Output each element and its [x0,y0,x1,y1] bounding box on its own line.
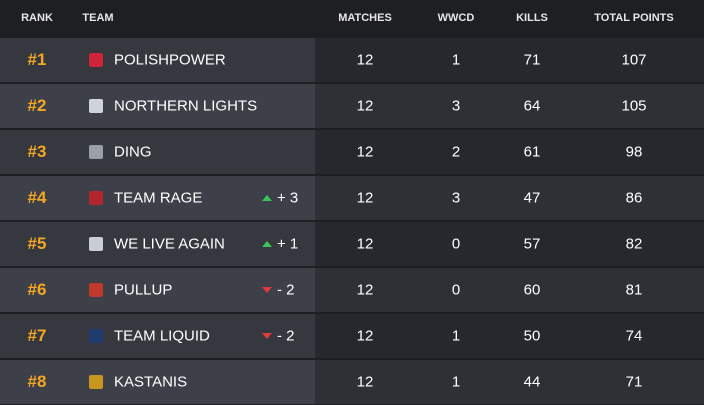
team-logo [89,237,103,251]
wwcd: 0 [451,281,461,299]
wwcd: 3 [451,189,461,207]
team-name: KASTANIS [114,373,188,391]
table-row: #5 WE LIVE AGAIN + 1 12 0 57 82 [0,222,704,266]
rank: #8 [27,372,47,391]
header-rank: RANK [21,12,53,24]
team-name: POLISHPOWER [114,51,226,69]
row-team-area [0,84,315,128]
rank: #4 [27,188,47,207]
matches: 12 [356,235,374,253]
row-stats-area [315,176,704,220]
row-stats-area [315,268,704,312]
rank: #1 [27,50,47,69]
total-points: 98 [625,143,643,161]
row-team-area [0,360,315,404]
kills: 44 [523,373,541,391]
rank: #6 [27,280,47,299]
kills: 61 [523,143,541,161]
table-row: #1 POLISHPOWER 12 1 71 107 [0,38,704,82]
total-points: 107 [621,51,647,69]
team-name: DING [114,143,152,161]
row-stats-area [315,314,704,358]
row-stats-area [315,84,704,128]
rank-change: + 1 [277,235,299,253]
header-kills: KILLS [516,12,548,24]
table-row: #8 KASTANIS 12 1 44 71 [0,360,704,404]
team-name: TEAM RAGE [114,189,203,207]
table-row: #4 TEAM RAGE + 3 12 3 47 86 [0,176,704,220]
row-team-area [0,38,315,82]
table-row: #2 NORTHERN LIGHTS 12 3 64 105 [0,84,704,128]
team-logo [89,145,103,159]
total-points: 81 [625,281,643,299]
row-stats-area [315,130,704,174]
table-row: #6 PULLUP - 2 12 0 60 81 [0,268,704,312]
table-row: #3 DING 12 2 61 98 [0,130,704,174]
team-logo [89,375,103,389]
total-points: 71 [625,373,643,391]
wwcd: 3 [451,97,461,115]
total-points: 82 [625,235,643,253]
row-stats-area [315,360,704,404]
kills: 71 [523,51,541,69]
row-team-area [0,130,315,174]
team-logo [89,329,103,343]
kills: 64 [523,97,541,115]
total-points: 86 [625,189,643,207]
change-arrow [262,287,272,293]
wwcd: 1 [451,51,461,69]
team-logo [89,191,103,205]
matches: 12 [356,373,374,391]
wwcd: 0 [451,235,461,253]
matches: 12 [356,189,374,207]
kills: 60 [523,281,541,299]
change-arrow [262,195,272,201]
rank: #7 [27,326,47,345]
row-stats-area [315,222,704,266]
team-name: NORTHERN LIGHTS [114,97,258,115]
rank: #2 [27,96,47,115]
rank-change: - 2 [277,281,295,299]
rank-change: - 2 [277,327,295,345]
rank-change: + 3 [277,189,299,207]
matches: 12 [356,327,374,345]
matches: 12 [356,281,374,299]
table-row: #7 TEAM LIQUID - 2 12 1 50 74 [0,314,704,358]
team-name: PULLUP [114,281,173,299]
wwcd: 2 [451,143,461,161]
total-points: 105 [621,97,647,115]
change-arrow [262,241,272,247]
kills: 47 [523,189,541,207]
kills: 50 [523,327,541,345]
wwcd: 1 [451,327,461,345]
wwcd: 1 [451,373,461,391]
kills: 57 [523,235,541,253]
header-total-points: TOTAL POINTS [594,12,674,24]
matches: 12 [356,97,374,115]
header-wwcd: WWCD [437,12,475,24]
matches: 12 [356,51,374,69]
rank: #3 [27,142,47,161]
change-arrow [262,333,272,339]
header-team: TEAM [82,12,114,24]
row-stats-area [315,38,704,82]
team-logo [89,99,103,113]
matches: 12 [356,143,374,161]
team-name: WE LIVE AGAIN [114,235,225,253]
team-logo [89,53,103,67]
team-logo [89,283,103,297]
team-name: TEAM LIQUID [114,327,210,345]
rank: #5 [27,234,47,253]
total-points: 74 [625,327,643,345]
header-matches: MATCHES [338,12,392,24]
